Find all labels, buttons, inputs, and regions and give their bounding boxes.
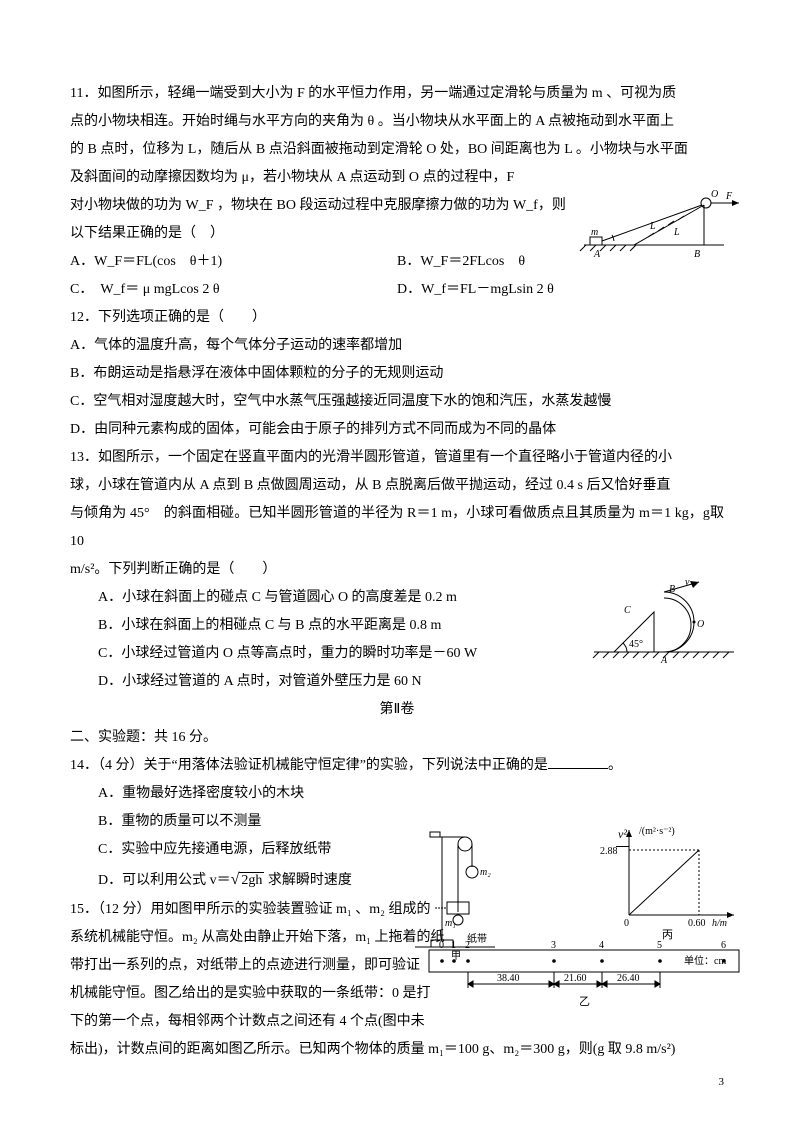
q11-line3: 的 B 点时，位移为 L，随后从 B 点沿斜面被拖动到定滑轮 O 处，BO 间距… xyxy=(70,136,724,164)
q11-optA: A．W_F＝FL(cos θ＋1) xyxy=(70,248,397,276)
svg-text:B: B xyxy=(694,249,700,260)
svg-text:0: 0 xyxy=(439,940,444,951)
svg-text:B: B xyxy=(669,584,675,595)
svg-text:21.60: 21.60 xyxy=(564,973,587,984)
svg-text:3: 3 xyxy=(551,940,556,951)
q12-C: C．空气相对湿度越大时，空气中水蒸气压强越接近同温度下水的饱和汽压，水蒸发越慢 xyxy=(70,388,724,416)
svg-text:F: F xyxy=(725,191,733,202)
svg-text:O: O xyxy=(711,189,718,200)
q11-optC: C． W_f＝ μ mgLcos 2 θ xyxy=(70,276,397,304)
q12-B: B．布朗运动是指悬浮在液体中固体颗粒的分子的无规则运动 xyxy=(70,360,724,388)
svg-text:6: 6 xyxy=(721,940,726,951)
svg-text:L: L xyxy=(649,221,656,232)
q15-s6: 标出)，计数点间的距离如图乙所示。已知两个物体的质量 m₁＝100 g、m₂＝3… xyxy=(70,1036,724,1064)
svg-text:L: L xyxy=(673,227,680,238)
svg-text:m: m xyxy=(591,227,598,238)
svg-text:2.88: 2.88 xyxy=(600,846,618,857)
q14-A: A．重物最好选择密度较小的木块 xyxy=(70,780,724,808)
svg-text:丙: 丙 xyxy=(662,929,673,940)
q14-stem: 14．（4 分）关于“用落体法验证机械能守恒定律”的实验，下列说法中正确的是。 xyxy=(70,752,724,780)
svg-text:单位：cm: 单位：cm xyxy=(684,954,726,967)
svg-text:v: v xyxy=(685,577,690,588)
q12-stem: 12．下列选项正确的是（ ） xyxy=(70,304,724,332)
q15-fig-bing: 2.88 0.60 0 h/m /(m²·s⁻²) v² 2 丙 xyxy=(594,820,744,940)
svg-text:0: 0 xyxy=(624,918,629,929)
q15-s5: 下的第一个点，每相邻两个计数点之间还有 4 个点(图中未 xyxy=(70,1008,724,1036)
q13-line2: 球，小球在管道内从 A 点到 B 点做圆周运动，从 B 点脱离后做平抛运动，经过… xyxy=(70,472,724,500)
q13-figure: A B O C v 45° xyxy=(589,577,739,667)
q12-A: A．气体的温度升高，每个气体分子运动的速率都增加 xyxy=(70,332,724,360)
svg-text:C: C xyxy=(624,605,631,616)
svg-text:5: 5 xyxy=(657,940,662,951)
svg-text:45°: 45° xyxy=(629,639,643,650)
q11-line1: 11．如图所示，轻绳一端受到大小为 F 的水平恒力作用，另一端通过定滑轮与质量为… xyxy=(70,80,724,108)
svg-text:乙: 乙 xyxy=(579,995,590,1008)
page-number: 3 xyxy=(719,1071,725,1093)
svg-text:m₂: m₂ xyxy=(480,867,491,878)
svg-text:4: 4 xyxy=(599,940,604,951)
svg-text:m₁: m₁ xyxy=(445,918,456,929)
svg-text:38.40: 38.40 xyxy=(497,973,520,984)
section2: 二、实验题：共 16 分。 xyxy=(70,724,724,752)
svg-text:A: A xyxy=(660,655,668,666)
q11-figure: m A L B L O F xyxy=(574,185,744,265)
q12-D: D．由同种元素构成的固体，可能会由于原子的排列方式不同而成为不同的晶体 xyxy=(70,416,724,444)
svg-text:2: 2 xyxy=(465,940,470,951)
q11-optD: D．W_f＝FL－mgLsin 2 θ xyxy=(397,276,724,304)
q13-line3: 与倾角为 45° 的斜面相碰。已知半圆形管道的半径为 R＝1 m，小球可看做质点… xyxy=(70,500,724,556)
svg-text:/(m²·s⁻²): /(m²·s⁻²) xyxy=(639,826,675,837)
q13-line1: 13．如图所示，一个固定在竖直平面内的光滑半圆形管道，管道里有一个直径略小于管道… xyxy=(70,444,724,472)
svg-text:26.40: 26.40 xyxy=(617,973,640,984)
q13-D: D．小球经过管道的 A 点时，对管道外壁压力是 60 N xyxy=(70,668,724,696)
svg-text:O: O xyxy=(697,619,704,630)
svg-text:h/m: h/m xyxy=(712,918,727,929)
q11-line2: 点的小物块相连。开始时绳与水平方向的夹角为 θ 。当小物块从水平面上的 A 点被… xyxy=(70,108,724,136)
svg-text:1: 1 xyxy=(451,940,456,951)
q15-fig-yi: 012 3 4 5 6 单位：cm 38.40 21.60 26.40 乙 xyxy=(424,940,744,1010)
svg-text:0.60: 0.60 xyxy=(688,918,706,929)
part2-title: 第Ⅱ卷 xyxy=(70,696,724,724)
